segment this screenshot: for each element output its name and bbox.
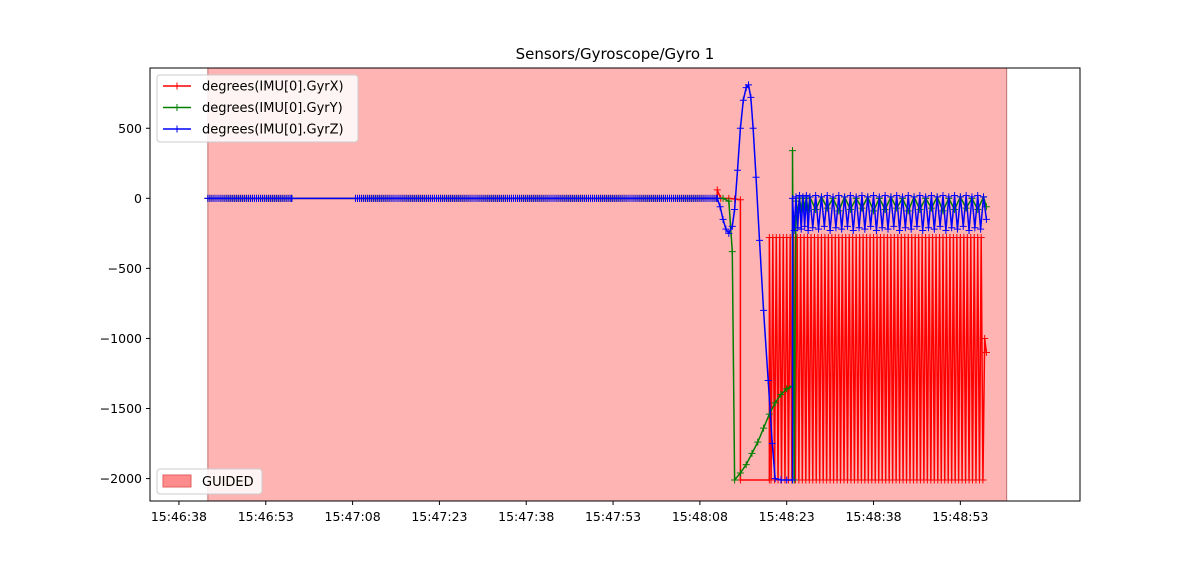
y-tick-label: 0 <box>134 191 142 206</box>
y-tick-label: −2000 <box>100 471 142 486</box>
y-tick-label: −1000 <box>100 331 142 346</box>
x-tick-label: 15:47:23 <box>411 509 467 524</box>
legend-marker-1 <box>173 82 181 90</box>
y-tick-label: 500 <box>118 121 142 136</box>
y-tick-label: −1500 <box>100 401 142 416</box>
legend-label-3: degrees(IMU[0].GyrZ) <box>202 123 344 138</box>
y-tick-label: −500 <box>108 261 142 276</box>
x-tick-label: 15:48:53 <box>932 509 988 524</box>
x-tick-label: 15:48:23 <box>759 509 815 524</box>
x-tick-label: 15:46:38 <box>151 509 207 524</box>
x-tick-label: 15:47:08 <box>325 509 381 524</box>
chart-title: Sensors/Gyroscope/Gyro 1 <box>516 45 715 63</box>
series-group <box>204 81 990 484</box>
axes-frame <box>149 67 1081 502</box>
legend-label-1: degrees(IMU[0].GyrX) <box>202 80 344 95</box>
mode-legend-swatch <box>162 474 192 488</box>
series-3 <box>204 81 990 484</box>
mode-legend-label: GUIDED <box>202 475 254 490</box>
axes: 500 0 −500 −1000 −1500 −2000 15:46:38 15:46:53 1… <box>100 67 1081 524</box>
series-line-3 <box>207 84 988 481</box>
series-markers-3 <box>204 81 990 484</box>
x-tick-label: 15:47:53 <box>585 509 641 524</box>
legend-marker-2 <box>173 104 181 111</box>
legend-marker-3 <box>173 125 181 133</box>
legend-label-2: degrees(IMU[0].GyrY) <box>202 101 343 116</box>
x-tick-label: 15:48:08 <box>672 509 728 524</box>
series-legend: degrees(IMU[0].GyrX) degrees(IMU[0].GyrY)… <box>156 74 359 143</box>
x-tick-label: 15:47:38 <box>498 509 554 524</box>
x-tick-label: 15:48:38 <box>845 509 901 524</box>
x-tick-label: 15:46:53 <box>238 509 294 524</box>
mode-legend: GUIDED <box>156 468 263 495</box>
legend-box <box>156 74 359 143</box>
